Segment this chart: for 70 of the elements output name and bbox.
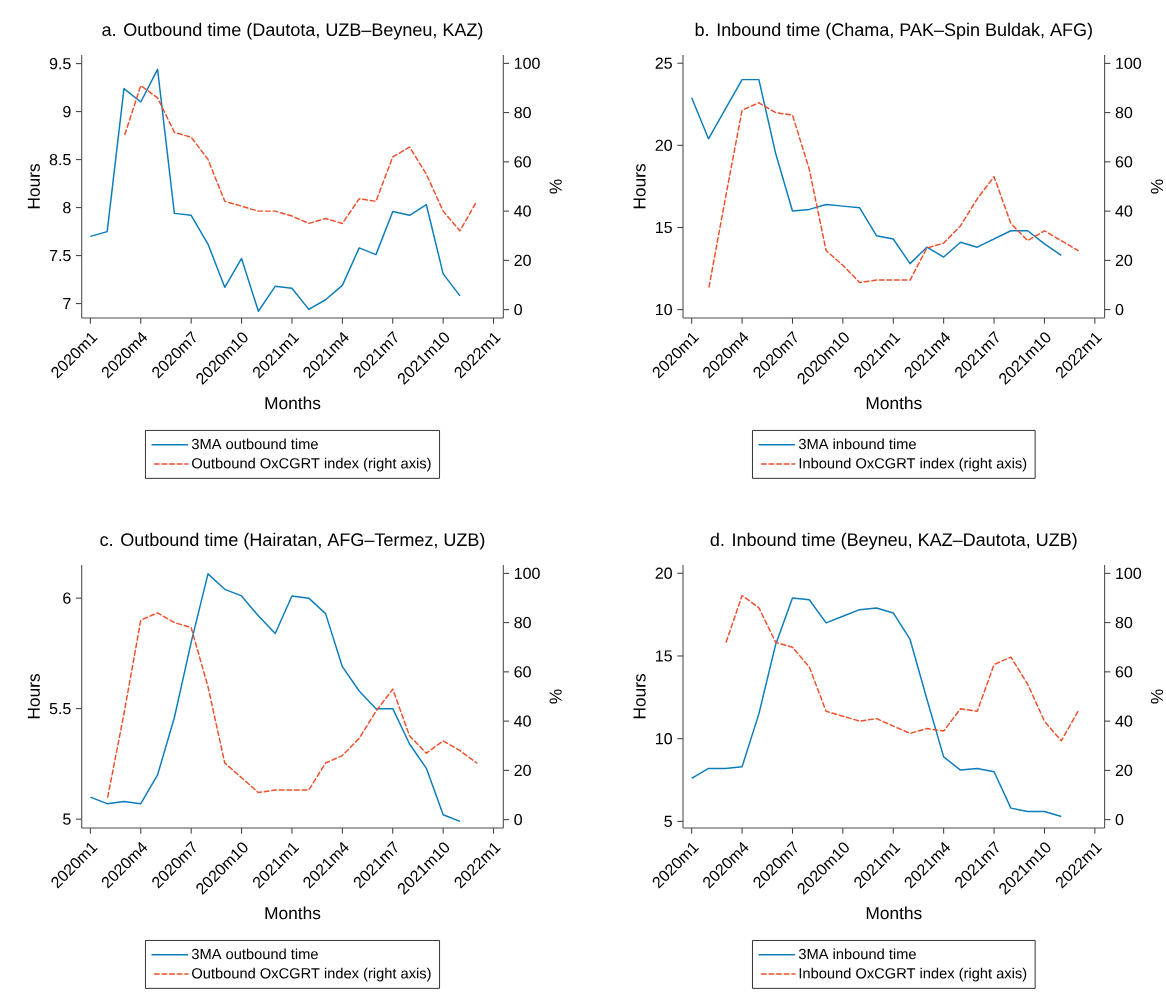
y-tick-label: 15 bbox=[656, 650, 672, 662]
y-tick-label: 5 bbox=[664, 815, 672, 827]
y2-tick-label: 20 bbox=[1115, 764, 1133, 777]
y-tick-label: 6 bbox=[63, 592, 71, 604]
line-series bbox=[724, 594, 1079, 742]
y2-tick-label: 20 bbox=[1115, 254, 1133, 267]
y2-axis-title: % bbox=[549, 689, 562, 704]
line-series bbox=[123, 84, 478, 232]
y-tick-label: 7.5 bbox=[49, 250, 71, 262]
y2-tick-label: 60 bbox=[1115, 666, 1133, 678]
y-tick-label: 8.5 bbox=[49, 153, 71, 166]
line-series bbox=[89, 68, 461, 313]
y2-tick-label: 20 bbox=[514, 254, 531, 267]
y-axis-title: Hours bbox=[27, 164, 40, 209]
x-axis-title: Months bbox=[866, 906, 922, 920]
y-tick-label: 15 bbox=[656, 221, 672, 234]
y2-axis-title: % bbox=[549, 179, 562, 194]
y-tick-label: 8 bbox=[63, 201, 71, 214]
y-tick-label: 25 bbox=[655, 57, 672, 69]
y-tick-label: 20 bbox=[655, 139, 672, 151]
y2-tick-label: 60 bbox=[1115, 156, 1133, 168]
chart-title: d. Inbound time (Beyneu, KAZ–Dautota, UZB) bbox=[710, 532, 1077, 550]
y2-tick-label: 40 bbox=[1115, 715, 1133, 727]
y-axis-title: Hours bbox=[27, 674, 40, 719]
y2-tick-label: 40 bbox=[1115, 205, 1133, 217]
y-tick-label: 10 bbox=[656, 303, 672, 316]
y-axis-title: Hours bbox=[633, 164, 646, 209]
y2-tick-label: 0 bbox=[1115, 303, 1124, 316]
y-tick-label: 9.5 bbox=[49, 57, 71, 70]
y-tick-label: 7 bbox=[63, 298, 71, 310]
x-axis-title: Months bbox=[265, 906, 321, 920]
y2-tick-label: 20 bbox=[514, 764, 531, 777]
y-tick-label: 20 bbox=[655, 567, 672, 579]
legend-label: Outbound OxCGRT index (right axis) bbox=[192, 457, 431, 472]
line-series bbox=[89, 573, 461, 823]
chart-title: a. Outbound time (Dautota, UZB–Beyneu, KAZ) bbox=[102, 22, 483, 40]
y2-axis-title: % bbox=[1150, 689, 1163, 704]
line-series bbox=[690, 597, 1063, 818]
y2-tick-label: 100 bbox=[1116, 57, 1142, 70]
y2-tick-label: 60 bbox=[514, 156, 531, 168]
y2-tick-label: 0 bbox=[1115, 813, 1124, 826]
y-tick-label: 10 bbox=[656, 733, 672, 745]
legend-label: 3MA outbound time bbox=[191, 438, 318, 450]
y2-axis-title: % bbox=[1150, 179, 1163, 194]
y2-tick-label: 80 bbox=[514, 106, 531, 119]
legend-label: 3MA inbound time bbox=[798, 948, 916, 960]
y2-tick-label: 80 bbox=[1115, 616, 1133, 629]
legend-label: Inbound OxCGRT index (right axis) bbox=[799, 457, 1027, 472]
y2-tick-label: 80 bbox=[1115, 106, 1133, 119]
x-axis-title: Months bbox=[265, 396, 321, 410]
x-axis-title: Months bbox=[866, 396, 922, 410]
chart-title: c. Outbound time (Hairatan, AFG–Termez, UZB) bbox=[100, 532, 485, 550]
y-tick-label: 9 bbox=[63, 105, 71, 118]
y2-tick-label: 80 bbox=[514, 616, 531, 629]
y2-tick-label: 40 bbox=[514, 205, 531, 217]
y-axis-title: Hours bbox=[633, 674, 646, 719]
y2-tick-label: 100 bbox=[514, 567, 540, 580]
legend-label: Outbound OxCGRT index (right axis) bbox=[192, 967, 431, 982]
y2-tick-label: 0 bbox=[514, 303, 522, 316]
chart-title: b. Inbound time (Chama, PAK–Spin Buldak, AFG) bbox=[695, 22, 1092, 40]
y-tick-label: 5.5 bbox=[49, 703, 71, 715]
legend-label: 3MA outbound time bbox=[191, 948, 318, 960]
y2-tick-label: 100 bbox=[514, 57, 540, 70]
y-tick-label: 5 bbox=[63, 813, 71, 825]
y2-tick-label: 0 bbox=[514, 813, 522, 826]
legend-label: 3MA inbound time bbox=[798, 438, 916, 450]
y2-tick-label: 40 bbox=[514, 715, 531, 727]
y2-tick-label: 100 bbox=[1116, 567, 1142, 580]
y2-tick-label: 60 bbox=[514, 666, 531, 678]
legend-label: Inbound OxCGRT index (right axis) bbox=[799, 967, 1027, 982]
